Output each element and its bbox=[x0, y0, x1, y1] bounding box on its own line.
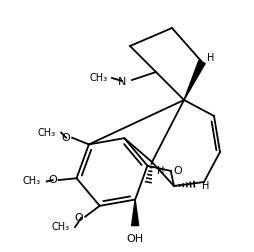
Text: OH: OH bbox=[126, 234, 144, 244]
Text: H: H bbox=[157, 166, 164, 176]
Text: H: H bbox=[207, 53, 214, 63]
Text: O: O bbox=[74, 213, 83, 223]
Text: CH₃: CH₃ bbox=[90, 73, 108, 83]
Text: H: H bbox=[202, 181, 209, 191]
Text: CH₃: CH₃ bbox=[37, 128, 55, 138]
Polygon shape bbox=[184, 60, 205, 100]
Text: O: O bbox=[61, 133, 70, 143]
Text: O: O bbox=[174, 166, 182, 176]
Polygon shape bbox=[132, 200, 139, 226]
Text: N: N bbox=[118, 77, 126, 87]
Text: CH₃: CH₃ bbox=[52, 222, 70, 232]
Text: CH₃: CH₃ bbox=[23, 176, 41, 186]
Text: O: O bbox=[48, 175, 57, 185]
